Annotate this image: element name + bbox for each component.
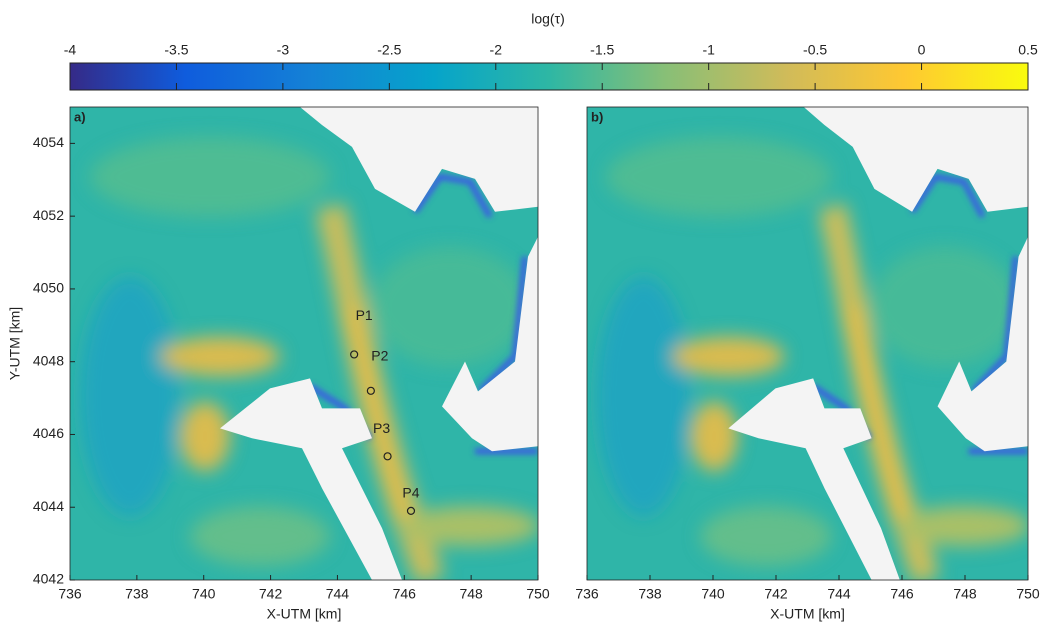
- colorbar-tick-label: -2.5: [377, 42, 401, 58]
- colorbar-tick-label: -1: [702, 42, 715, 58]
- x-tick-label: 736: [575, 586, 599, 602]
- y-tick-label: 4042: [33, 571, 64, 587]
- x-tick-label: 750: [526, 586, 550, 602]
- y-tick-label: 4054: [33, 134, 64, 150]
- colorbar-tick-label: -3.5: [164, 42, 188, 58]
- panel-label: b): [591, 109, 603, 124]
- x-tick-label: 744: [827, 586, 851, 602]
- colorbar-tick-label: 0.5: [1018, 42, 1038, 58]
- y-tick-label: 4050: [33, 280, 64, 296]
- colorbar-tick-label: -4: [64, 42, 77, 58]
- colorbar-tick-label: -0.5: [803, 42, 827, 58]
- heatmap: [70, 107, 540, 580]
- point-label: P1: [356, 307, 373, 323]
- point-label: P3: [373, 420, 390, 436]
- x-tick-label: 738: [125, 586, 149, 602]
- x-tick-label: 740: [192, 586, 216, 602]
- colorbar-tick-label: 0: [918, 42, 926, 58]
- point-label: P2: [371, 348, 388, 364]
- x-tick-label: 736: [58, 586, 82, 602]
- x-tick-label: 738: [638, 586, 662, 602]
- heatmap: [587, 107, 1030, 580]
- x-axis-label: X-UTM [km]: [267, 606, 342, 622]
- x-tick-label: 748: [459, 586, 483, 602]
- colorbar: [70, 63, 1028, 90]
- x-axis-label: X-UTM [km]: [770, 606, 845, 622]
- y-tick-label: 4052: [33, 207, 64, 223]
- y-tick-label: 4044: [33, 498, 64, 514]
- x-tick-label: 740: [701, 586, 725, 602]
- colorbar-tick-label: -2: [490, 42, 503, 58]
- x-tick-label: 746: [393, 586, 417, 602]
- panel-label: a): [74, 109, 86, 124]
- colorbar-label: log(τ): [531, 11, 565, 27]
- colorbar-tick-label: -3: [277, 42, 290, 58]
- x-tick-label: 744: [326, 586, 350, 602]
- y-tick-label: 4046: [33, 425, 64, 441]
- colorbar-tick-label: -1.5: [590, 42, 614, 58]
- x-tick-label: 742: [259, 586, 283, 602]
- x-tick-label: 750: [1016, 586, 1040, 602]
- point-label: P4: [402, 485, 419, 501]
- x-tick-label: 746: [890, 586, 914, 602]
- x-tick-label: 748: [953, 586, 977, 602]
- x-tick-label: 742: [764, 586, 788, 602]
- y-tick-label: 4048: [33, 352, 64, 368]
- figure: log(τ) -4 -3.5 -3 -2.5 -2 -1.5 -1 -0.5 0 0.5 a) 736…: [0, 0, 1045, 624]
- y-axis-label: Y-UTM [km]: [7, 307, 23, 380]
